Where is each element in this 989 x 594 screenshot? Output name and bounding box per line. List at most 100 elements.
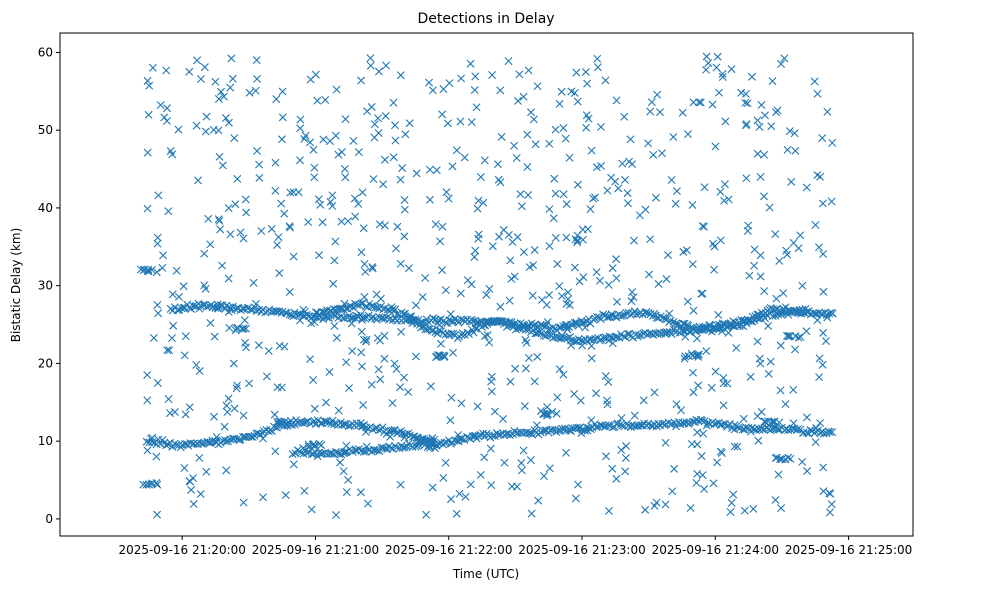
detection-point (218, 261, 227, 270)
detection-point (446, 310, 455, 319)
detection-point (570, 263, 579, 272)
track-point (599, 310, 608, 319)
x-tick-label: 2025-09-16 21:20:00 (118, 543, 245, 557)
detection-point (818, 199, 827, 208)
detection-point (507, 274, 516, 283)
detection-point (587, 354, 596, 363)
track-point (775, 418, 784, 427)
detection-point (545, 290, 554, 299)
detection-point (192, 360, 201, 369)
detection-point (455, 489, 464, 498)
track-point (784, 332, 793, 341)
detection-point (358, 188, 367, 197)
detection-point (716, 236, 725, 245)
detection-point (825, 508, 834, 517)
detection-point (436, 237, 445, 246)
detection-point (595, 276, 604, 285)
detection-point (591, 193, 600, 202)
detection-point (487, 387, 496, 396)
detection-point (374, 365, 383, 374)
track-point (552, 409, 561, 418)
detection-point (739, 414, 748, 423)
detection-point (781, 400, 790, 409)
detection-point (646, 235, 655, 244)
x-tick-label: 2025-09-16 21:21:00 (252, 543, 379, 557)
detection-point (531, 140, 540, 149)
detection-point (677, 406, 686, 415)
detection-point (592, 389, 601, 398)
detection-point (612, 255, 621, 264)
track-point (574, 321, 583, 330)
detection-point (422, 510, 431, 519)
detection-point (432, 166, 441, 175)
detection-point (493, 160, 502, 169)
y-tick-label: 30 (38, 279, 53, 293)
detection-point (828, 138, 837, 147)
track-point (794, 333, 803, 342)
detection-point (262, 372, 271, 381)
detection-point (153, 510, 162, 519)
detection-point (742, 121, 750, 130)
chart-title: Detections in Delay (417, 11, 554, 27)
detection-point (553, 393, 562, 402)
detection-point (573, 97, 582, 106)
track-point (748, 312, 757, 321)
track-point (694, 416, 703, 425)
detection-point (370, 120, 379, 129)
detection-point (645, 270, 654, 279)
detection-point (741, 98, 750, 107)
detection-point (533, 82, 542, 91)
detection-point (815, 354, 824, 363)
detection-point (526, 456, 535, 465)
detection-point (254, 341, 263, 350)
detection-point (775, 256, 784, 265)
detection-point (318, 218, 327, 227)
detection-point (223, 408, 232, 417)
detection-point (332, 333, 341, 342)
detection-point (608, 464, 617, 473)
detection-point (443, 119, 452, 128)
track-point (474, 432, 483, 441)
track-point (528, 430, 537, 439)
track-point (232, 435, 241, 444)
track-point (302, 448, 311, 457)
detection-point (274, 233, 283, 242)
track-point (656, 312, 665, 321)
track-point (752, 426, 761, 435)
detection-point (670, 464, 679, 473)
track-point (612, 332, 621, 341)
detection-point (698, 471, 707, 480)
detection-point (366, 54, 375, 63)
detection-point (337, 217, 346, 226)
detection-point (521, 364, 530, 373)
detection-point (148, 63, 157, 72)
detection-point (351, 212, 360, 221)
detection-point (253, 74, 262, 83)
detection-point (653, 90, 662, 99)
y-tick-label: 20 (38, 356, 53, 370)
detection-point (193, 56, 202, 65)
track-point (570, 318, 579, 327)
detection-point (565, 153, 574, 162)
detection-point (224, 274, 233, 283)
detection-point (688, 368, 697, 377)
detection-point (753, 149, 762, 158)
detection-point (479, 198, 488, 207)
detection-point (587, 146, 596, 155)
track-point (648, 311, 657, 320)
detection-point (400, 232, 409, 241)
detection-point (194, 176, 203, 185)
detection-point (757, 100, 766, 109)
track-point (798, 308, 807, 317)
detection-point (798, 457, 807, 466)
track-point (388, 304, 397, 313)
detection-point (798, 281, 807, 290)
track-point (613, 419, 622, 428)
detection-point (601, 452, 610, 461)
detection-point (405, 119, 414, 128)
detection-point (698, 289, 707, 298)
track-point (504, 321, 513, 330)
detection-point (214, 94, 223, 103)
detection-point (397, 327, 406, 336)
detection-point (559, 190, 568, 199)
